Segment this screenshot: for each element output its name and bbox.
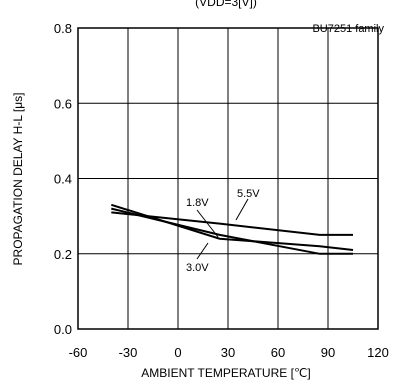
x-tick-label: -30: [119, 345, 138, 360]
y-tick-label: 0.2: [54, 247, 72, 262]
x-tick-label: 30: [221, 345, 235, 360]
chart-subtitle: BU7251 family: [312, 23, 384, 35]
series-label: 5.5V: [237, 188, 260, 200]
y-tick-label: 0.6: [54, 96, 72, 111]
series-label: 3.0V: [186, 262, 209, 274]
y-axis-title: PROPAGATION DELAY H-L [μs]: [11, 93, 25, 266]
x-tick-label: 120: [367, 345, 389, 360]
x-tick-label: 0: [174, 345, 181, 360]
chart-title: (VDD=3[V]): [195, 0, 257, 9]
grid: [78, 28, 378, 329]
plot-frame: [77, 27, 379, 330]
x-axis-ticks: -60 -30 0 30 60 90 120: [69, 345, 389, 360]
y-tick-label: 0.4: [54, 172, 72, 187]
series-line-3-0v: [111, 203, 354, 251]
x-tick-label: 60: [271, 345, 285, 360]
x-tick-label: 90: [321, 345, 335, 360]
x-tick-label: -60: [69, 345, 88, 360]
series-label-leader: [235, 198, 249, 221]
y-axis-ticks: 0.0 0.2 0.4 0.6 0.8: [54, 21, 72, 337]
series-label: 1.8V: [186, 197, 209, 209]
series-line-5-5v: [111, 211, 353, 236]
series-label-leader: [196, 209, 219, 238]
y-tick-label: 0.0: [54, 322, 72, 337]
y-tick-label: 0.8: [54, 21, 72, 36]
series-lines: [111, 203, 354, 255]
series-labels: 1.8V 3.0V 5.5V: [186, 188, 260, 274]
series-label-leader: [196, 242, 209, 260]
x-axis-title: AMBIENT TEMPERATURE [℃]: [141, 366, 311, 380]
